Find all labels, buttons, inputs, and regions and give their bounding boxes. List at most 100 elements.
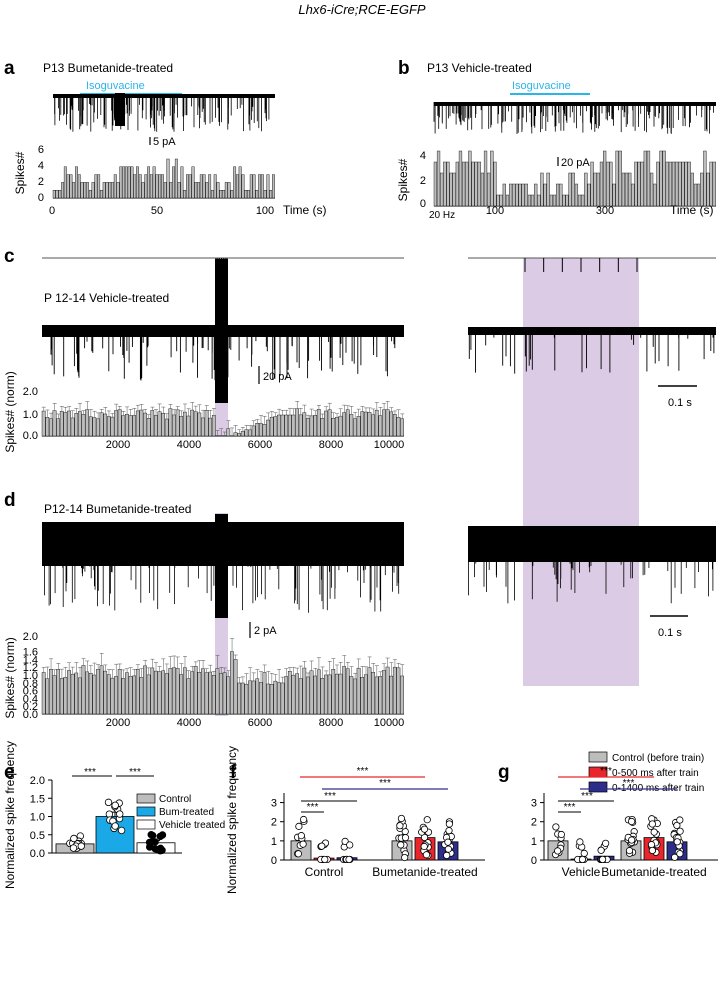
hist-bar [122,166,126,199]
hist-bar [712,161,716,207]
point [422,851,431,859]
hist-bar [363,674,368,715]
hist-bar [693,183,698,207]
point [647,841,656,849]
hist-bar [471,161,475,207]
ytick: 3 [271,798,277,810]
hist-bar [349,414,354,437]
hist-bar [280,414,285,437]
hist-bar [396,667,401,715]
hist-bar [371,672,375,715]
e-legend-swatch [136,793,156,804]
hist-bar [277,682,281,715]
hist-bar [382,670,386,715]
hist-bar [99,665,104,715]
hist-bar [593,172,597,207]
hist-bar [74,413,79,437]
panel-b-drug-label: Isoguvacine [512,80,571,92]
e-ytick: 0.0 [30,848,45,860]
point [445,827,453,835]
hist-bar [166,158,170,199]
e-sig-label: *** [129,767,141,778]
point [443,851,451,860]
hist-bar [587,183,591,207]
hist-bar [69,174,73,199]
hist-bar [230,189,234,199]
hist-bar [396,416,401,437]
panel-d-ytick: 1.2 [23,662,38,674]
hist-bar [581,194,585,207]
e-legend-label: Vehicle treated [159,820,225,831]
panel-d-xtick: 6000 [248,717,272,729]
hist-bar [338,673,343,715]
hist-bar [259,682,263,715]
hist-bar [287,414,292,437]
hist-bar [306,676,310,715]
panel-c-letter: c [4,246,15,267]
hist-bar [675,161,679,207]
hist-bar [230,651,234,715]
hist-bar [443,161,447,207]
hist-bar [125,672,129,715]
hist-bar [144,174,148,199]
hist-bar [81,665,86,715]
trace-burst [215,259,228,403]
trace-spikes [54,94,270,132]
hist-bar [659,150,663,207]
hist-bar [108,182,112,199]
point [673,821,681,830]
point [648,846,656,855]
panel-a-histogram [52,158,275,199]
sig-label: *** [564,802,576,813]
group-label: Bumetanide-treated [372,865,477,879]
hist-bar [249,174,253,199]
hist-bar [385,666,390,715]
hist-bar [378,415,383,437]
panel-d-ytick: 1.6 [23,647,38,659]
sig-label: *** [379,778,391,789]
point [401,853,409,862]
hist-bar [161,412,165,437]
point [597,846,605,854]
ytick: 2 [271,817,277,829]
hist-bar [668,161,673,207]
point [444,845,453,853]
hist-bar [697,183,701,207]
e-legend-swatch [136,819,156,830]
hist-bar [143,665,147,715]
point [397,814,406,823]
point [294,850,302,858]
hist-bar [201,417,205,437]
panel-d-ytick: 0.6 [23,686,38,698]
point [598,855,607,864]
point [673,838,681,846]
hist-bar [273,416,278,437]
hist-bar [110,416,115,437]
point [444,838,452,846]
hist-bar [96,418,100,437]
hist-bar [374,409,379,437]
group-label: Vehicle [562,865,601,879]
hist-bar [210,189,214,199]
hist-bar [606,161,610,207]
hist-bar [111,182,114,199]
point [299,840,307,848]
hist-bar [204,410,209,437]
hist-bar [612,183,616,207]
panel-d-ytick: 0.8 [23,678,38,690]
hist-bar [208,671,213,715]
hist-bar [238,166,242,199]
hist-bar [637,161,641,207]
hist-bar [320,678,325,715]
e-ytick: 0.5 [30,830,45,842]
hist-bar [302,667,307,715]
sig-label: *** [600,766,612,777]
hist-bar [356,416,361,437]
hist-bar [353,418,357,437]
panel-d-xtick: 8000 [319,717,343,729]
hist-bar [621,172,626,207]
hist-bar [371,414,375,437]
hist-bar [114,410,118,437]
hist-bar [158,174,162,199]
hist-bar [681,161,685,207]
